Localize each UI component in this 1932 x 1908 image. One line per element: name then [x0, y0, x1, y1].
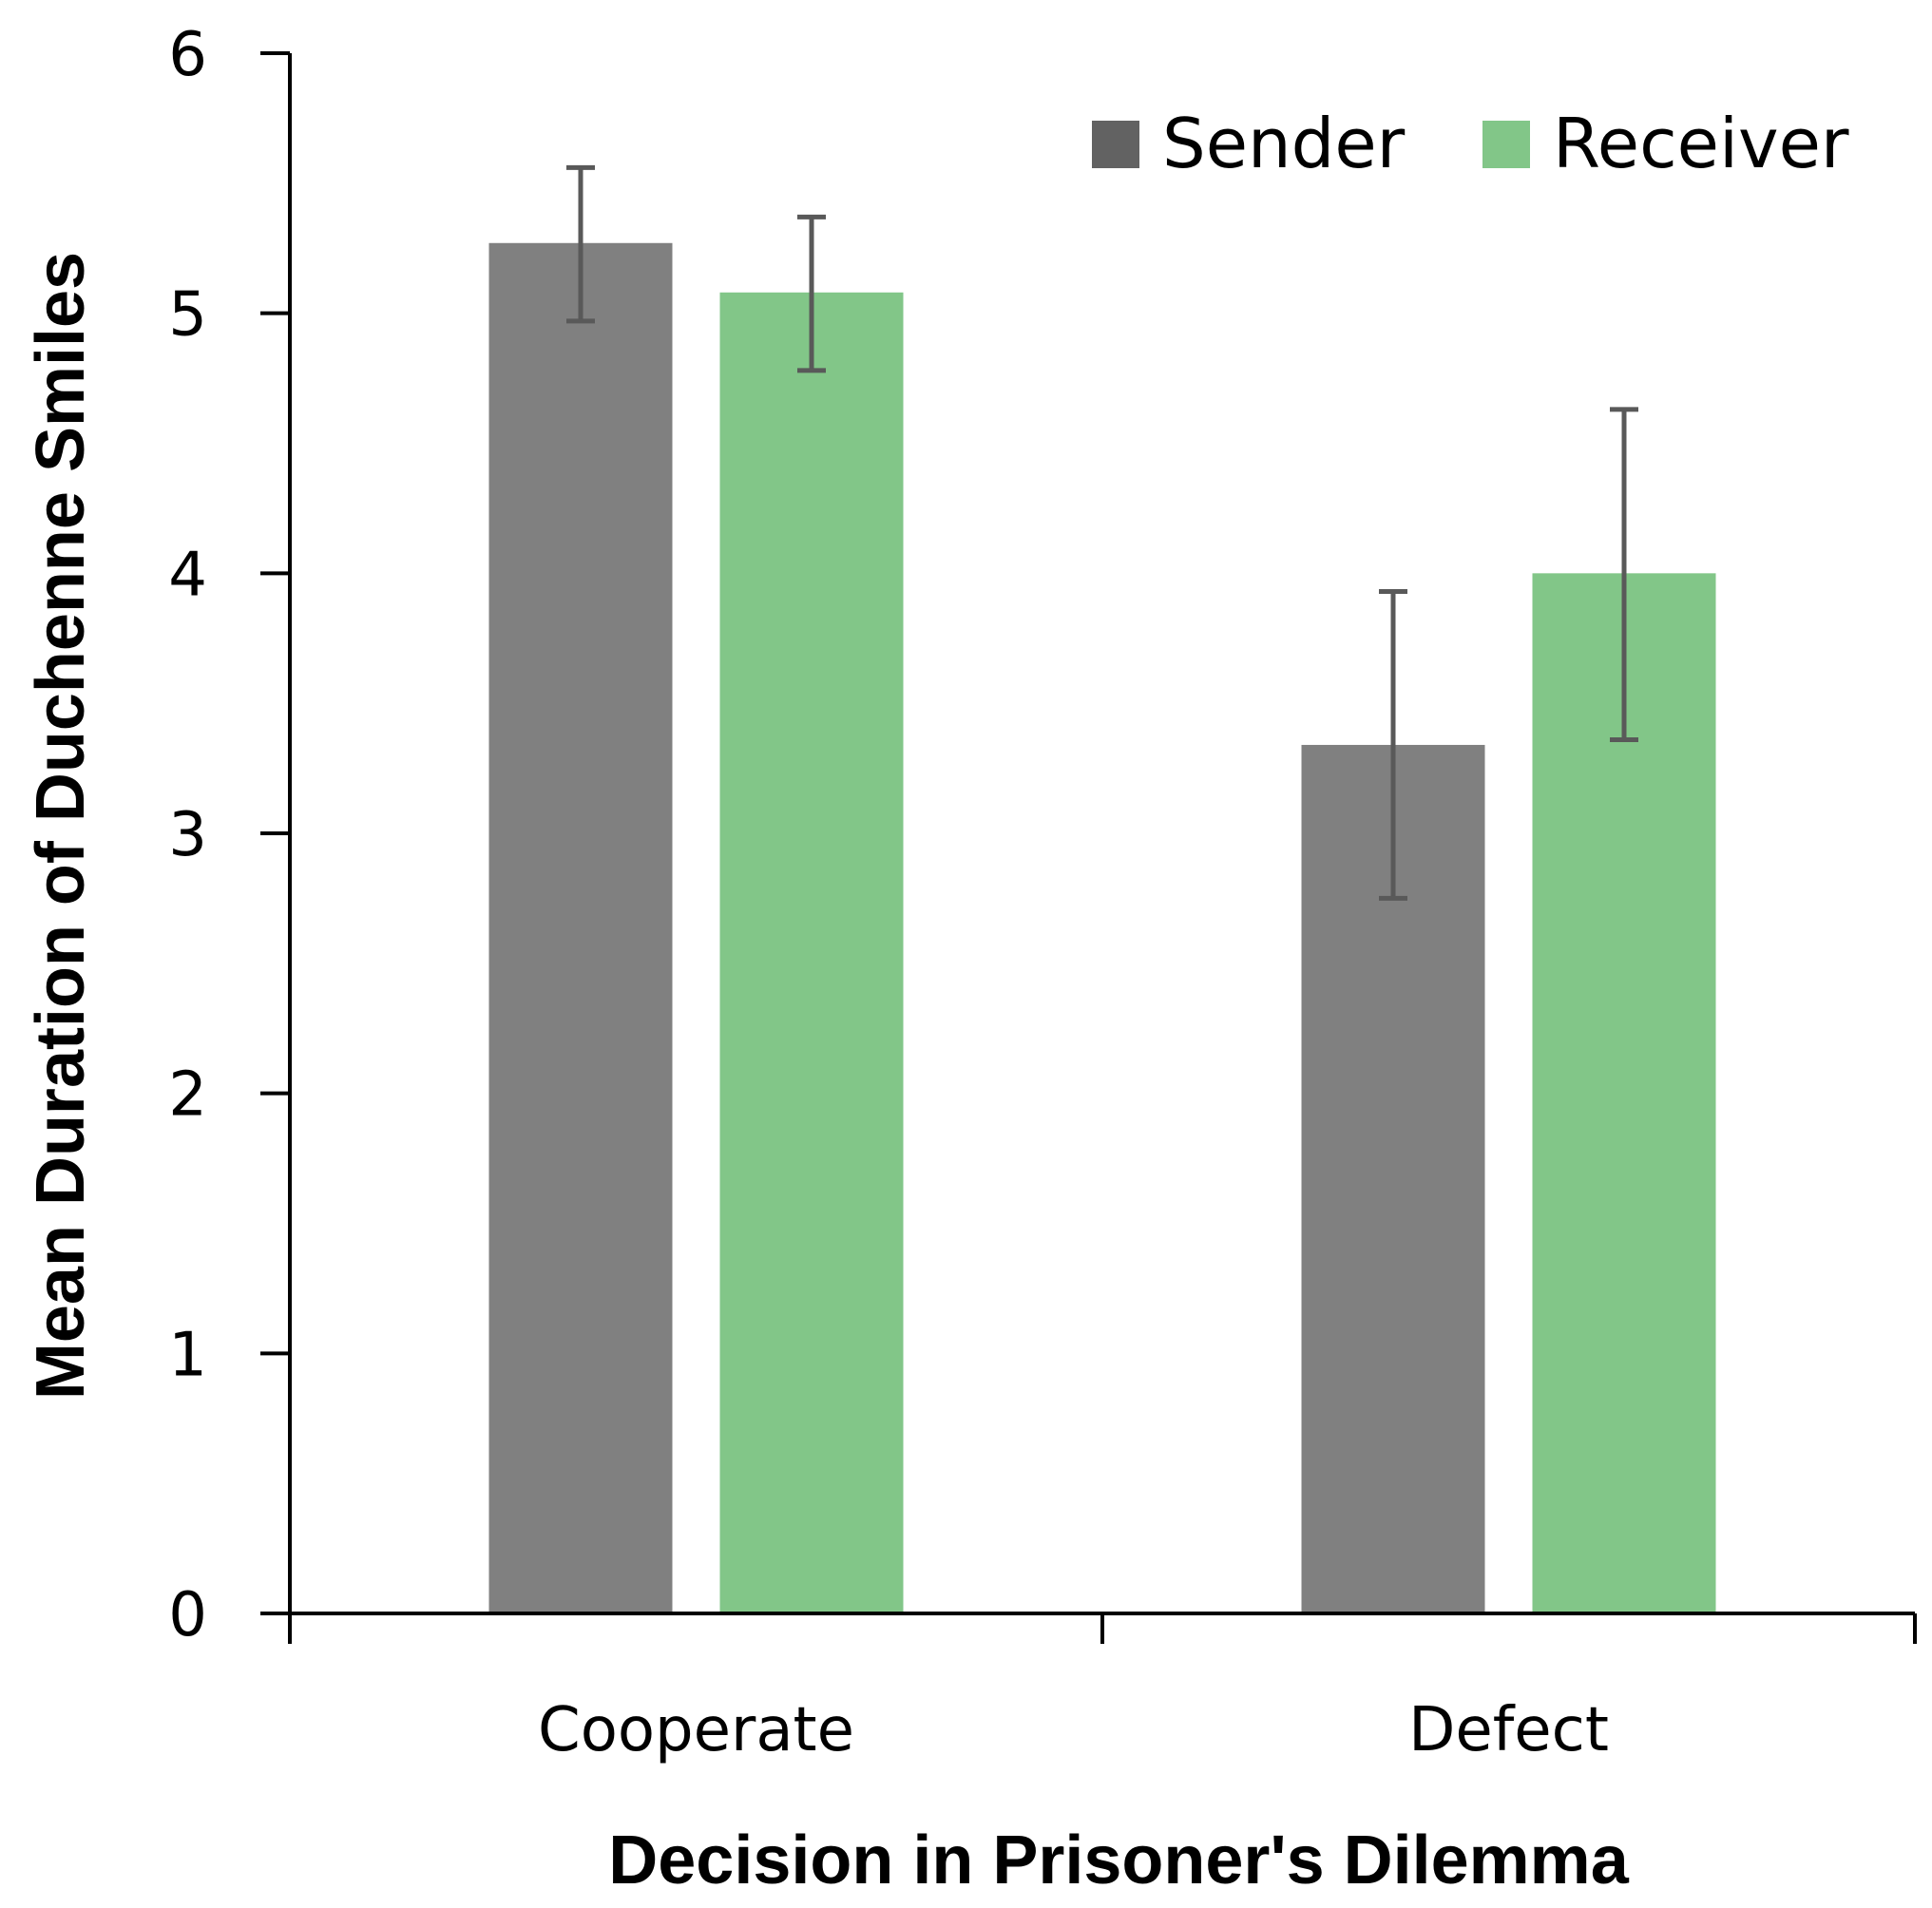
y-tick-label-6: 6: [168, 20, 207, 90]
bar-receiver-defect: [1532, 573, 1716, 1614]
bar-sender-cooperate: [488, 242, 673, 1614]
y-tick-label-3: 3: [168, 800, 207, 870]
legend-label-sender: Sender: [1162, 104, 1406, 183]
legend-label-receiver: Receiver: [1553, 104, 1849, 183]
axes-layer: Cooperate Defect 0 1 2 3 4 5 6: [168, 20, 1917, 1765]
bar-receiver-cooperate: [719, 292, 904, 1614]
x-tick-label-defect: Defect: [1408, 1695, 1609, 1765]
y-tick-label-4: 4: [168, 540, 207, 610]
legend-swatch-receiver: [1482, 121, 1530, 168]
legend-swatch-sender: [1092, 121, 1139, 168]
y-tick-label-0: 0: [168, 1580, 207, 1650]
y-tick-label-5: 5: [168, 280, 207, 351]
x-tick-label-cooperate: Cooperate: [538, 1695, 854, 1765]
x-axis-title: Decision in Prisoner's Dilemma: [608, 1822, 1629, 1898]
bars-layer: [488, 242, 1716, 1614]
y-axis-title: Mean Duration of Duchenne Smiles: [23, 252, 99, 1400]
y-tick-label-1: 1: [168, 1320, 207, 1390]
y-tick-label-2: 2: [168, 1060, 207, 1131]
error-bars-layer: [566, 164, 1638, 901]
legend: Sender Receiver: [1092, 104, 1849, 183]
